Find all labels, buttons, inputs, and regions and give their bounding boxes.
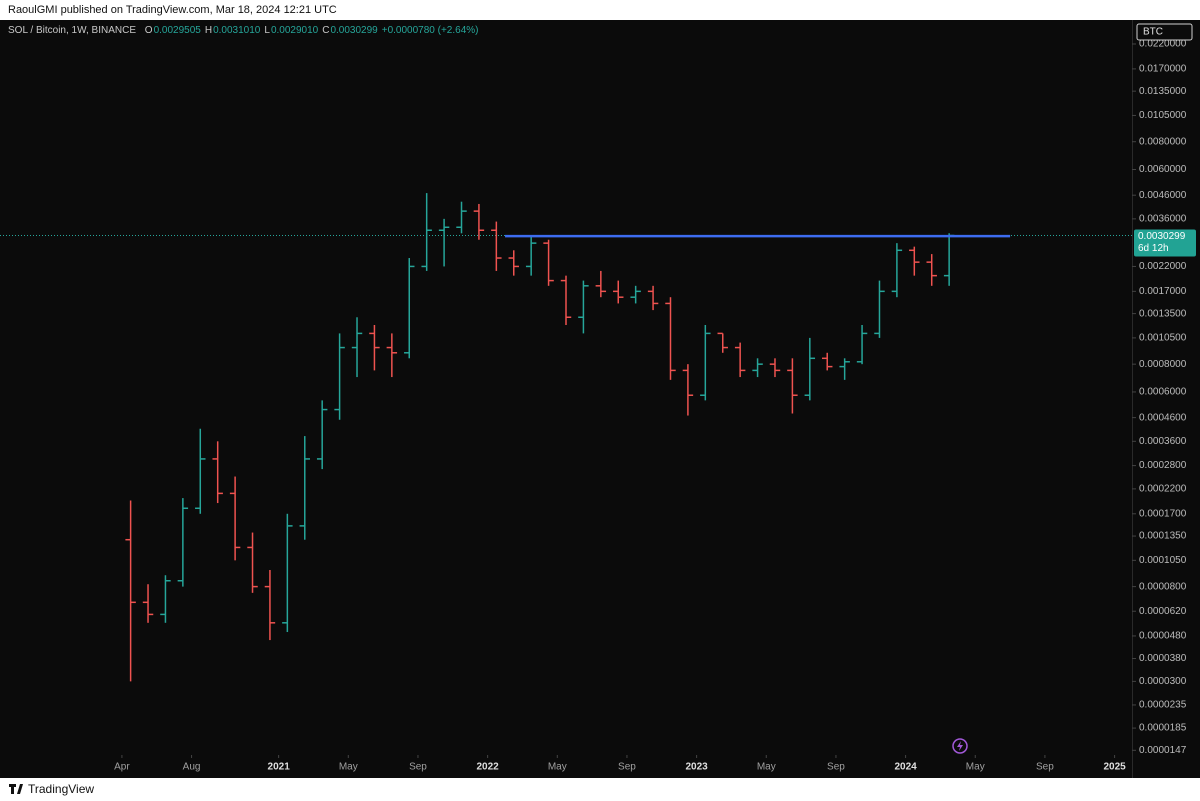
y-tick-label: 0.0220000 — [1139, 39, 1187, 50]
y-tick-label: 0.0000380 — [1139, 653, 1187, 664]
legend-key: C — [322, 25, 330, 36]
x-tick-label: Sep — [1036, 762, 1054, 773]
x-tick-label: 2024 — [894, 762, 917, 773]
legend-key: H — [204, 25, 213, 36]
x-tick-label: 2025 — [1103, 762, 1126, 773]
y-tick-label: 0.0001050 — [1139, 555, 1187, 566]
y-tick-label: 0.0060000 — [1139, 164, 1187, 175]
y-tick-label: 0.0002200 — [1139, 484, 1187, 495]
x-tick-label: Sep — [409, 762, 427, 773]
legend-key: O — [144, 25, 153, 36]
currency-box — [1136, 23, 1193, 41]
last-price-label: 0.0030299 — [1138, 231, 1186, 242]
footer: TradingView — [8, 782, 94, 796]
logo — [9, 784, 23, 794]
legend-key: L — [264, 25, 270, 36]
chart: Apr Aug 2021 May Sep 2022 May Sep 2023 May Sep 2024… — [0, 20, 1200, 778]
legend-value: 0.0031010 — [213, 25, 261, 36]
y-tick-label: 0.0008000 — [1139, 359, 1187, 370]
y-tick-label: 0.0046000 — [1139, 190, 1187, 201]
y-tick-label: 0.0036000 — [1139, 213, 1187, 224]
x-tick-label: May — [548, 762, 567, 773]
y-tick-label: 0.0003600 — [1139, 436, 1187, 447]
alert-icon — [952, 738, 968, 754]
legend-value: 0.0029010 — [270, 25, 319, 36]
y-tick-label: 0.0000147 — [1139, 745, 1187, 756]
x-tick-label: Sep — [827, 762, 845, 773]
y-tick-label: 0.0000480 — [1139, 631, 1187, 642]
x-tick-label: 2023 — [685, 762, 708, 773]
legend-change: +0.0000780 (+2.64%) — [381, 25, 479, 36]
symbol: SOL / Bitcoin, 1W, BINANCE — [8, 25, 137, 36]
countdown: 6d 12h — [1138, 243, 1169, 254]
x-tick-label: May — [966, 762, 985, 773]
legend: SOL / Bitcoin, 1W, BINANCE O0.0029505 H0.… — [8, 25, 482, 36]
y-tick-label: 0.0002800 — [1139, 460, 1187, 471]
brand: TradingView — [28, 782, 95, 796]
y-tick-label: 0.0170000 — [1139, 64, 1187, 75]
alert-icon-bolt — [957, 741, 963, 751]
y-tick-label: 0.0080000 — [1139, 136, 1187, 147]
x-tick-label: 2021 — [268, 762, 291, 773]
y-tick-label: 0.0004600 — [1139, 412, 1187, 423]
y-tick-label: 0.0006000 — [1139, 387, 1187, 398]
last-price-box — [1134, 229, 1196, 257]
x-tick-label: May — [757, 762, 776, 773]
y-tick-label: 0.0135000 — [1139, 86, 1187, 97]
y-tick-label: 0.0000300 — [1139, 676, 1187, 687]
y-tick-label: 0.0105000 — [1139, 110, 1187, 121]
background — [0, 20, 1200, 778]
y-tick-label: 0.0017000 — [1139, 286, 1187, 297]
y-tick-label: 0.0010500 — [1139, 333, 1187, 344]
y-tick-label: 0.0000800 — [1139, 581, 1187, 592]
y-tick-label: 0.0022000 — [1139, 261, 1187, 272]
y-tick-label: 0.0000185 — [1139, 723, 1187, 734]
currency: BTC — [1143, 27, 1163, 38]
x-tick-label: May — [339, 762, 358, 773]
legend-value: 0.0030299 — [330, 25, 378, 36]
legend-value: 0.0029505 — [153, 25, 201, 36]
y-tick-label: 0.0000235 — [1139, 700, 1187, 711]
y-tick-label: 0.0013500 — [1139, 308, 1187, 319]
x-tick-label: 2022 — [477, 762, 500, 773]
y-tick-label: 0.0001700 — [1139, 508, 1187, 519]
y-tick-label: 0.0000620 — [1139, 606, 1187, 617]
price-axis-panel — [1132, 20, 1200, 778]
x-tick-label: Aug — [183, 762, 201, 773]
y-tick-label: 0.0001350 — [1139, 531, 1187, 542]
x-tick-label: Apr — [114, 762, 130, 773]
x-tick-label: Sep — [618, 762, 636, 773]
header: RaoulGMI published on TradingView.com, M… — [8, 4, 337, 16]
